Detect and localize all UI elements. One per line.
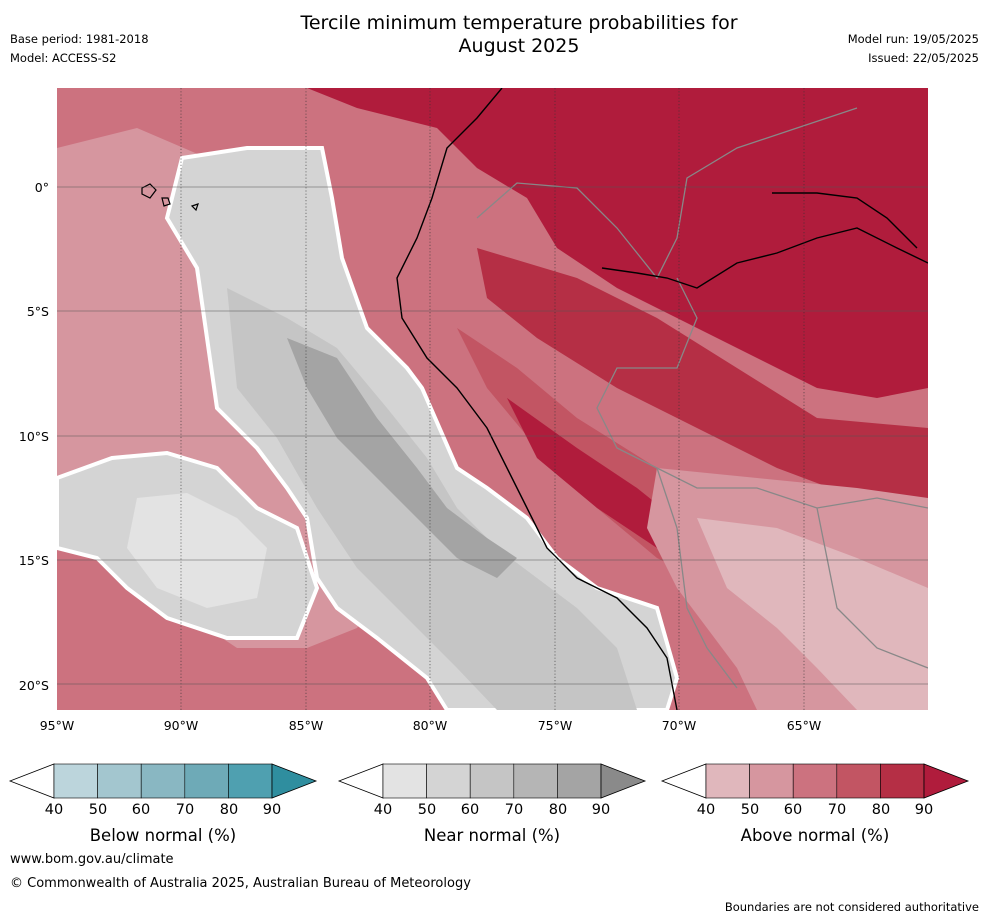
- above-tick-90: 90: [914, 802, 934, 818]
- issued-label: Issued: 22/05/2025: [868, 51, 979, 65]
- colorbar-0-segment-2: [140, 763, 186, 799]
- lat-label-15s: 15°S: [18, 553, 49, 568]
- near-normal-southwest-inner: [127, 493, 267, 608]
- above-90-region: [307, 88, 928, 398]
- near-tick-80: 80: [548, 802, 568, 818]
- lon-label-95w: 95°W: [39, 718, 75, 733]
- model-label: Model: ACCESS-S2: [10, 51, 117, 65]
- lat-label-0: 0°: [34, 180, 49, 195]
- colorbar-2-segment-3: [836, 763, 881, 799]
- colorbar-2-segment-2: [792, 763, 838, 799]
- colorbar-0-segment-3: [184, 763, 229, 799]
- base-period-label: Base period: 1981-2018: [10, 32, 149, 46]
- near-tick-50: 50: [417, 802, 437, 818]
- colorbar-1-segment-4: [557, 763, 602, 799]
- colorbar-2-segment-0: [705, 763, 750, 799]
- lat-label-5s: 5°S: [26, 304, 49, 319]
- colorbar-1-upper-arrow: [600, 763, 647, 799]
- lon-label-70w: 70°W: [661, 718, 697, 733]
- lat-label-10s: 10°S: [18, 429, 49, 444]
- above-tick-70: 70: [827, 802, 847, 818]
- colorbar-0-lower-arrow: [8, 763, 55, 799]
- colorbar-2-segment-4: [880, 763, 925, 799]
- below-tick-60: 60: [131, 802, 151, 818]
- above-90-coast-patch: [507, 398, 687, 548]
- parallels: [57, 186, 928, 685]
- below-normal-title: Below normal (%): [89, 826, 237, 845]
- near-tick-60: 60: [460, 802, 480, 818]
- page-title: Tercile minimum temperature probabilitie…: [194, 12, 844, 58]
- lon-label-90w: 90°W: [163, 718, 199, 733]
- lon-label-65w: 65°W: [786, 718, 822, 733]
- graticule: [180, 88, 805, 710]
- near-normal-70-region: [287, 338, 517, 578]
- footer-url: www.bom.gov.au/climate: [10, 852, 174, 867]
- country-borders: [476, 107, 928, 689]
- above-tick-60: 60: [783, 802, 803, 818]
- galapagos-islands: [141, 183, 199, 212]
- colorbar-2-segment-1: [749, 763, 794, 799]
- near-normal-colorbar: [337, 763, 647, 799]
- near-tick-40: 40: [373, 802, 393, 818]
- near-normal-region: [164, 146, 680, 710]
- footer-note: Boundaries are not considered authoritat…: [724, 900, 979, 914]
- below-tick-40: 40: [44, 802, 64, 818]
- colorbar-0-segment-4: [228, 763, 273, 799]
- above-tick-80: 80: [871, 802, 891, 818]
- above-tick-50: 50: [740, 802, 760, 818]
- model-run-label: Model run: 19/05/2025: [847, 32, 979, 46]
- amazon-river: [601, 192, 928, 289]
- lon-label-75w: 75°W: [537, 718, 573, 733]
- probability-map: [57, 88, 928, 710]
- below-tick-90: 90: [262, 802, 282, 818]
- near-tick-70: 70: [504, 802, 524, 818]
- lon-label-85w: 85°W: [288, 718, 324, 733]
- lat-label-20s: 20°S: [18, 678, 49, 693]
- title-line-2: August 2025: [458, 35, 580, 57]
- south-america-coastline: [396, 88, 678, 710]
- above-40-region-southeast: [697, 518, 928, 710]
- footer-copyright: © Commonwealth of Australia 2025, Austra…: [10, 876, 471, 891]
- colorbar-1-lower-arrow: [337, 763, 384, 799]
- below-tick-80: 80: [219, 802, 239, 818]
- colorbar-2-lower-arrow: [660, 763, 707, 799]
- colorbar-1-segment-1: [426, 763, 471, 799]
- colorbar-1-segment-0: [382, 763, 427, 799]
- colorbar-0-segment-1: [97, 763, 142, 799]
- colorbar-1-segment-3: [513, 763, 558, 799]
- below-tick-70: 70: [175, 802, 195, 818]
- above-normal-colorbar: [660, 763, 970, 799]
- below-tick-50: 50: [88, 802, 108, 818]
- colorbars: [8, 763, 970, 799]
- colorbar-0-upper-arrow: [271, 763, 318, 799]
- above-80-region-east: [477, 248, 928, 508]
- below-normal-colorbar: [8, 763, 318, 799]
- colorbar-2-upper-arrow: [923, 763, 970, 799]
- title-line-1: Tercile minimum temperature probabilitie…: [300, 12, 738, 34]
- colorbar-0-segment-0: [53, 763, 98, 799]
- near-tick-90: 90: [591, 802, 611, 818]
- near-normal-title: Near normal (%): [423, 826, 561, 845]
- colorbar-1-segment-2: [469, 763, 515, 799]
- lon-label-80w: 80°W: [412, 718, 448, 733]
- above-tick-40: 40: [696, 802, 716, 818]
- above-normal-title: Above normal (%): [740, 826, 890, 845]
